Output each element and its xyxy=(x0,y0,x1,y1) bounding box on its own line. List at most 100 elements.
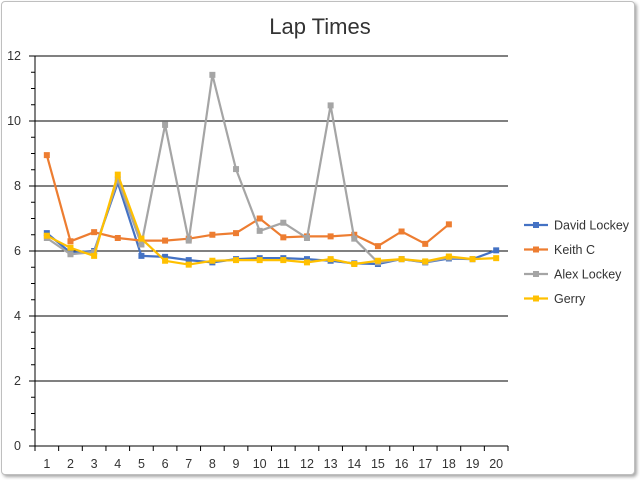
x-tick-label: 8 xyxy=(209,457,216,471)
x-tick-label: 13 xyxy=(324,457,338,471)
data-point xyxy=(209,257,216,264)
data-point xyxy=(162,257,169,264)
x-tick-label: 18 xyxy=(442,457,456,471)
y-tick-label: 8 xyxy=(14,179,21,193)
x-tick-label: 10 xyxy=(253,457,267,471)
legend-marker xyxy=(533,222,539,228)
data-point xyxy=(445,221,452,228)
legend-entry: Keith C xyxy=(524,243,595,257)
data-point xyxy=(67,238,74,245)
data-point xyxy=(493,255,500,262)
data-point xyxy=(469,256,476,263)
data-point xyxy=(185,237,192,244)
legend-label: Keith C xyxy=(554,243,595,257)
x-tick-label: 4 xyxy=(114,457,121,471)
legend-label: David Lockey xyxy=(554,219,630,233)
data-point xyxy=(185,261,192,268)
y-tick-label: 2 xyxy=(14,374,21,388)
x-tick-label: 11 xyxy=(277,457,290,471)
data-point xyxy=(162,253,169,260)
data-point xyxy=(256,215,263,222)
x-tick-label: 1 xyxy=(43,457,50,471)
y-tick-label: 12 xyxy=(7,49,21,63)
series-lines xyxy=(43,71,500,268)
data-point xyxy=(233,230,240,237)
data-point xyxy=(280,219,287,226)
x-tick-label: 19 xyxy=(466,457,480,471)
y-tick-label: 4 xyxy=(14,309,21,323)
chart-title: Lap Times xyxy=(269,14,371,39)
data-point xyxy=(303,259,310,266)
x-tick-label: 15 xyxy=(371,457,385,471)
x-tick-label: 9 xyxy=(233,457,240,471)
series-line xyxy=(46,181,497,266)
data-point xyxy=(209,231,216,238)
legend-entry: Alex Lockey xyxy=(524,268,622,282)
data-point xyxy=(138,252,145,259)
data-point xyxy=(351,261,358,267)
x-tick-label: 6 xyxy=(162,457,169,471)
legend-label: Gerry xyxy=(554,292,586,306)
data-point xyxy=(327,102,334,109)
series-keith-c xyxy=(43,152,452,250)
data-point xyxy=(374,243,381,250)
x-tick-labels: 1 2 3 4 5 6 7 8 9 10 11 12 13 14 15 16 17 18 19 20 xyxy=(43,457,503,471)
series-gerry xyxy=(43,171,500,268)
data-point xyxy=(445,253,452,260)
x-tick-label: 17 xyxy=(418,457,432,471)
data-point xyxy=(138,235,145,242)
data-point xyxy=(233,166,240,173)
data-point xyxy=(303,256,310,263)
x-tick-label: 2 xyxy=(67,457,74,471)
data-point xyxy=(114,176,121,183)
data-point xyxy=(398,228,405,235)
data-point xyxy=(185,257,192,264)
y-tick-label: 0 xyxy=(14,439,21,453)
legend-entry: David Lockey xyxy=(524,219,630,233)
data-point xyxy=(327,233,334,240)
legend-label: Alex Lockey xyxy=(554,268,622,282)
y-tick-label: 10 xyxy=(7,114,21,128)
legend-entry: Gerry xyxy=(524,292,586,306)
legend-marker xyxy=(533,246,539,253)
data-point xyxy=(162,237,169,244)
data-point xyxy=(91,229,98,236)
data-point xyxy=(422,258,429,265)
x-tick-label: 16 xyxy=(395,457,409,471)
x-tick-label: 5 xyxy=(138,457,145,471)
data-point xyxy=(91,252,98,259)
legend: David Lockey Keith C Alex Lockey Gerry xyxy=(524,219,630,306)
grid-lines xyxy=(35,55,508,382)
axes xyxy=(29,55,509,451)
data-point xyxy=(209,71,216,78)
chart-frame xyxy=(1,1,635,475)
x-tick-label: 7 xyxy=(185,457,192,471)
data-point xyxy=(67,251,74,258)
data-point xyxy=(114,171,121,178)
x-tick-label: 3 xyxy=(91,457,98,471)
x-tick-label: 12 xyxy=(300,457,314,471)
data-point xyxy=(43,152,50,159)
data-point xyxy=(67,244,74,251)
data-point xyxy=(280,257,287,264)
series-line xyxy=(46,173,497,266)
x-tick-label: 14 xyxy=(347,457,361,471)
x-tick-label: 20 xyxy=(489,457,503,471)
data-point xyxy=(398,256,405,263)
data-point xyxy=(327,256,334,263)
data-point xyxy=(43,232,50,239)
data-point xyxy=(138,241,145,248)
series-line xyxy=(45,154,450,248)
data-point xyxy=(256,257,263,264)
data-point xyxy=(303,235,310,241)
data-point xyxy=(493,247,500,254)
y-tick-labels: 0 2 4 6 8 10 12 xyxy=(7,49,21,453)
data-point xyxy=(162,121,169,128)
data-point xyxy=(256,227,263,234)
data-point xyxy=(114,235,121,241)
legend-marker xyxy=(533,295,539,302)
data-point xyxy=(374,257,381,264)
data-point xyxy=(422,240,429,247)
data-point xyxy=(280,234,287,241)
